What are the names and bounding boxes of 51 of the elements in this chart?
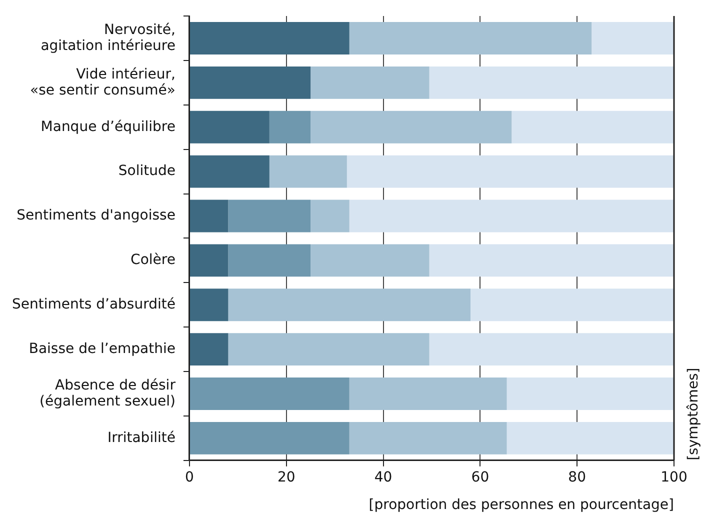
bar — [470, 288, 674, 322]
bar — [190, 22, 350, 54]
y-tick-label: Sentiments d'angoisse — [16, 208, 176, 224]
bar — [190, 66, 311, 99]
bar — [190, 244, 228, 277]
bar — [190, 110, 270, 144]
y-tick-label: Colère — [130, 252, 176, 268]
bar — [349, 422, 507, 454]
bar — [429, 66, 674, 99]
bar — [190, 333, 228, 366]
bar — [346, 155, 674, 188]
bar — [512, 110, 674, 144]
bar — [506, 422, 674, 454]
bar — [228, 288, 470, 322]
x-tick-label: 100 — [660, 469, 688, 486]
bar — [310, 244, 430, 277]
x-tick-label: 40 — [374, 469, 392, 486]
bar — [269, 155, 347, 188]
bar — [228, 244, 311, 277]
y-axis-title: [symptômes] — [686, 368, 702, 460]
y-tick-label: Nervosité, agitation intérieure — [40, 22, 176, 54]
bar — [269, 110, 311, 144]
bar — [429, 333, 674, 366]
x-tick-label: 80 — [568, 469, 586, 486]
x-tick-label: 20 — [277, 469, 296, 486]
y-tick-label: Irritabilité — [107, 430, 176, 446]
bar — [228, 333, 430, 366]
y-tick-label: Vide intérieur, «se sentir consumé» — [30, 66, 176, 98]
bar — [592, 22, 674, 54]
bar — [349, 378, 507, 410]
bar — [190, 200, 228, 232]
y-tick-label: Sentiments d’absurdité — [12, 296, 176, 313]
bar — [310, 110, 512, 144]
x-tick-label: 0 — [185, 469, 194, 486]
bar — [349, 200, 674, 232]
bar — [190, 378, 350, 410]
bar — [228, 200, 311, 232]
bar — [190, 155, 270, 188]
x-tick-label: 60 — [471, 469, 490, 486]
bar — [310, 66, 430, 99]
bar — [506, 378, 674, 410]
y-tick-label: Manque d’équilibre — [40, 118, 176, 135]
y-tick-label: Absence de désir (également sexuel) — [40, 377, 176, 410]
y-tick-label: Baisse de l’empathie — [28, 340, 176, 357]
bar — [349, 22, 592, 54]
y-tick-label: Solitude — [118, 163, 176, 180]
bar — [190, 422, 350, 454]
bar — [190, 288, 228, 322]
bar — [429, 244, 674, 277]
x-axis-title: [proportion des personnes en pourcentage] — [368, 497, 674, 514]
bar — [310, 200, 350, 232]
